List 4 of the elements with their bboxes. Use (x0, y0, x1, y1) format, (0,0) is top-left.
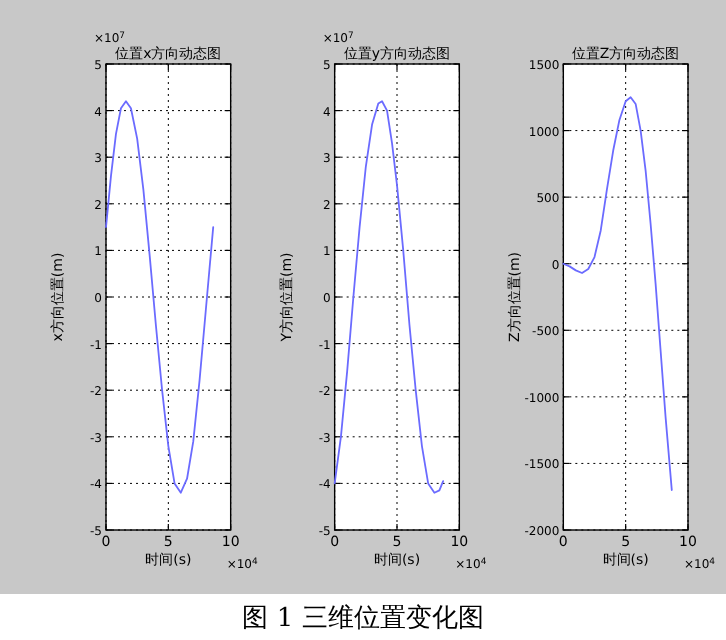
caption: 图 1 三维位置变化图 (242, 604, 484, 634)
line-series (105, 100, 215, 494)
line-series (333, 100, 445, 494)
line-series (562, 96, 673, 491)
